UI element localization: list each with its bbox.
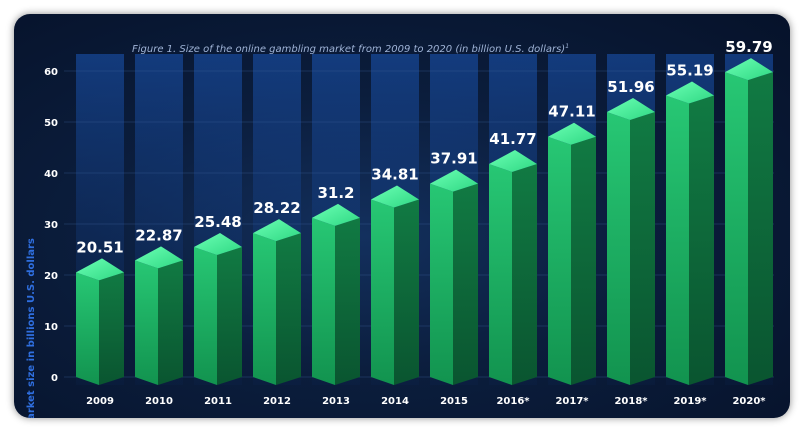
y-tick-label: 60 (44, 67, 58, 78)
data-label: 37.91 (430, 150, 477, 168)
bar-front-face (607, 112, 630, 385)
bar-top-face (548, 122, 596, 145)
bar-front-face (135, 260, 158, 385)
y-tick-label: 50 (44, 118, 58, 129)
chart-frame: Figure 1. Size of the online gambling ma… (14, 14, 790, 418)
bar-2010 (135, 246, 183, 385)
bar-side-face (630, 112, 655, 385)
bar-top-face (253, 219, 301, 242)
x-tick-label: 2015 (440, 396, 468, 407)
x-axis-ticks: 2009 2010 2011 2012 2013 2014 2015 2016* 2017* 20… (86, 396, 766, 407)
bar-side-face (394, 199, 419, 385)
chart-title: Figure 1. Size of the online gambling ma… (132, 43, 569, 55)
data-label: 34.81 (371, 165, 418, 183)
bar-top-face (489, 149, 537, 172)
bar-side-face (217, 247, 242, 385)
y-axis-label: Market size in billions U.S. dollars (26, 238, 37, 418)
bar-2016 (489, 149, 537, 385)
bar-top-face (312, 203, 360, 226)
bar-side-face (276, 233, 301, 385)
x-tick-label: 2010 (145, 396, 173, 407)
x-tick-label: 2020* (732, 396, 766, 407)
x-tick-label: 2018* (614, 396, 648, 407)
y-tick-label: 40 (44, 169, 58, 180)
data-label: 47.11 (548, 103, 595, 121)
bar-2018 (607, 98, 655, 385)
bar-side-face (453, 183, 478, 385)
data-label: 59.79 (725, 38, 772, 56)
x-tick-label: 2019* (673, 396, 707, 407)
data-label: 25.48 (194, 213, 241, 231)
bar-front-face (666, 95, 689, 385)
y-tick-label: 30 (44, 220, 58, 231)
bar-side-face (99, 272, 124, 385)
bar-side-face (512, 163, 537, 385)
bar-top-face (371, 185, 419, 208)
bar-2020 (725, 58, 773, 386)
x-tick-label: 2016* (496, 396, 530, 407)
x-tick-label: 2011 (204, 396, 232, 407)
bar-front-face (76, 272, 99, 385)
bar-2011 (194, 233, 242, 385)
data-label: 31.2 (317, 184, 354, 202)
bar-front-face (430, 183, 453, 385)
bar-side-face (689, 95, 714, 385)
bar-front-face (194, 247, 217, 385)
y-axis-ticks: 0 10 20 30 40 50 60 (44, 67, 58, 384)
y-tick-label: 10 (44, 322, 58, 333)
x-tick-label: 2013 (322, 396, 350, 407)
bar-top-face (666, 81, 714, 104)
bar-front-face (312, 217, 335, 385)
bar-side-face (335, 217, 360, 385)
x-tick-label: 2009 (86, 396, 114, 407)
data-label: 28.22 (253, 199, 300, 217)
data-label: 55.19 (666, 62, 713, 80)
y-tick-label: 20 (44, 271, 58, 282)
bar-front-face (725, 72, 748, 386)
data-label: 22.87 (135, 226, 182, 244)
chart-title-footnote: 1 (565, 43, 569, 50)
bar-front-face (253, 233, 276, 385)
x-tick-label: 2014 (381, 396, 409, 407)
bar-top-face (607, 98, 655, 121)
bar-2014 (371, 185, 419, 385)
bar-top-face (430, 169, 478, 192)
x-tick-label: 2012 (263, 396, 291, 407)
bar-2019 (666, 81, 714, 385)
data-label: 20.51 (76, 238, 123, 256)
bar-2012 (253, 219, 301, 385)
bar-front-face (548, 136, 571, 385)
bar-front-face (489, 163, 512, 385)
bar-top-face (194, 233, 242, 256)
data-label: 41.77 (489, 130, 536, 148)
bar-top-face (725, 58, 773, 81)
bar-side-face (158, 260, 183, 385)
bar-2013 (312, 203, 360, 385)
bar-side-face (571, 136, 596, 385)
bar-top-face (135, 246, 183, 269)
bar-2009 (76, 258, 124, 385)
bar-chart: Figure 1. Size of the online gambling ma… (26, 38, 774, 418)
bar-front-face (371, 199, 394, 385)
chart-title-text: Figure 1. Size of the online gambling ma… (132, 44, 565, 55)
bar-top-face (76, 258, 124, 281)
bars (76, 58, 773, 386)
data-label: 51.96 (607, 78, 654, 96)
y-tick-label: 0 (51, 373, 58, 384)
bar-2015 (430, 169, 478, 385)
bar-2017 (548, 122, 596, 385)
data-labels: 20.51 22.87 25.48 28.22 31.2 34.81 37.91 41.77 4… (76, 38, 772, 256)
x-tick-label: 2017* (555, 396, 589, 407)
bar-side-face (748, 72, 773, 386)
